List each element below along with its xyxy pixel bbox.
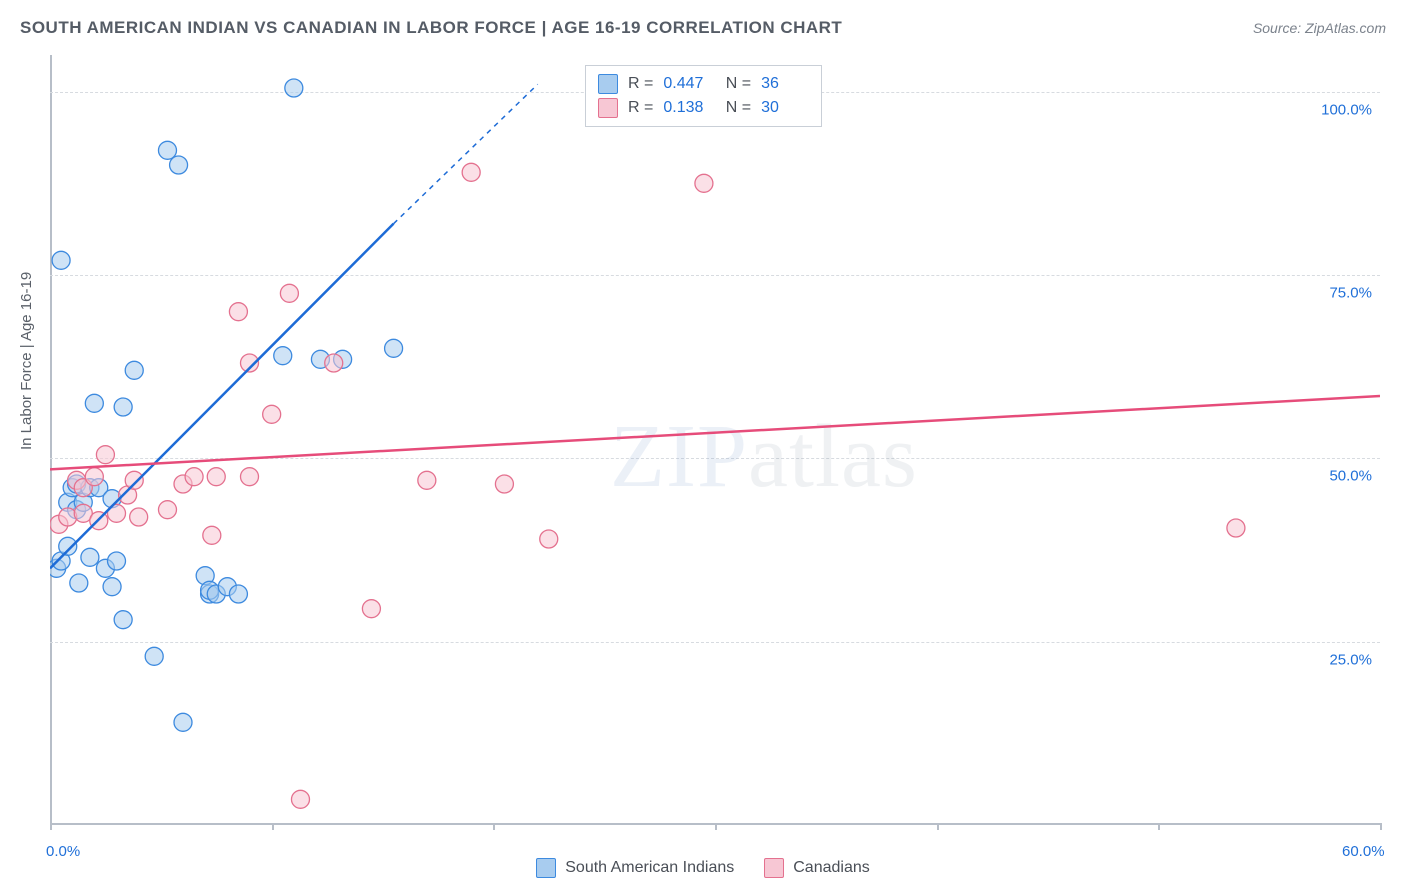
data-point [207,468,225,486]
data-point [114,398,132,416]
legend-swatch [598,98,618,118]
stat-r-label: R = [628,75,653,93]
legend-item: South American Indians [536,858,734,878]
data-point [108,552,126,570]
data-point [81,548,99,566]
regression-line [50,396,1380,469]
data-point [130,508,148,526]
data-point [280,284,298,302]
data-point [462,163,480,181]
regression-line-dashed [394,84,538,223]
legend-label: South American Indians [565,859,734,877]
data-point [85,394,103,412]
legend-label: Canadians [793,859,870,877]
bottom-legend: South American Indians Canadians [0,858,1406,878]
source-label: Source: ZipAtlas.com [1253,20,1386,36]
stat-r-label: R = [628,99,653,117]
data-point [114,611,132,629]
legend-swatch [536,858,556,878]
data-point [203,526,221,544]
stat-r-value: 0.138 [663,99,711,117]
stat-n-label: N = [721,99,751,117]
data-point [125,361,143,379]
data-point [285,79,303,97]
plot-area: 25.0%50.0%75.0%100.0% ZIPatlas R =0.447 … [50,55,1380,825]
y-axis-label: In Labor Force | Age 16-19 [18,272,35,450]
data-point [59,537,77,555]
data-point [385,339,403,357]
data-point [85,468,103,486]
stat-n-label: N = [721,75,751,93]
data-point [418,471,436,489]
stat-n-value: 36 [761,75,809,93]
data-point [695,174,713,192]
stats-row: R = 0.138 N = 30 [598,96,809,120]
x-tick [1380,823,1382,830]
data-point [325,354,343,372]
data-point [540,530,558,548]
data-point [170,156,188,174]
data-point [145,647,163,665]
chart-title: SOUTH AMERICAN INDIAN VS CANADIAN IN LAB… [20,18,842,38]
data-point [158,501,176,519]
data-point [70,574,88,592]
data-point [291,790,309,808]
data-point [274,347,292,365]
legend-item: Canadians [764,858,870,878]
data-point [362,600,380,618]
data-point [241,468,259,486]
data-point [1227,519,1245,537]
legend-swatch [598,74,618,94]
stats-row: R = 0.447 N = 36 [598,72,809,96]
data-point [185,468,203,486]
stat-r-value: 0.447 [663,75,711,93]
stats-box: R = 0.447 N = 36 R = 0.138 N = 30 [585,65,822,127]
data-point [263,405,281,423]
data-point [229,303,247,321]
data-point [495,475,513,493]
scatter-svg [50,55,1380,825]
data-point [174,713,192,731]
stat-n-value: 30 [761,99,809,117]
data-point [96,446,114,464]
data-point [103,578,121,596]
legend-swatch [764,858,784,878]
data-point [229,585,247,603]
data-point [125,471,143,489]
regression-line [50,224,394,569]
data-point [52,251,70,269]
